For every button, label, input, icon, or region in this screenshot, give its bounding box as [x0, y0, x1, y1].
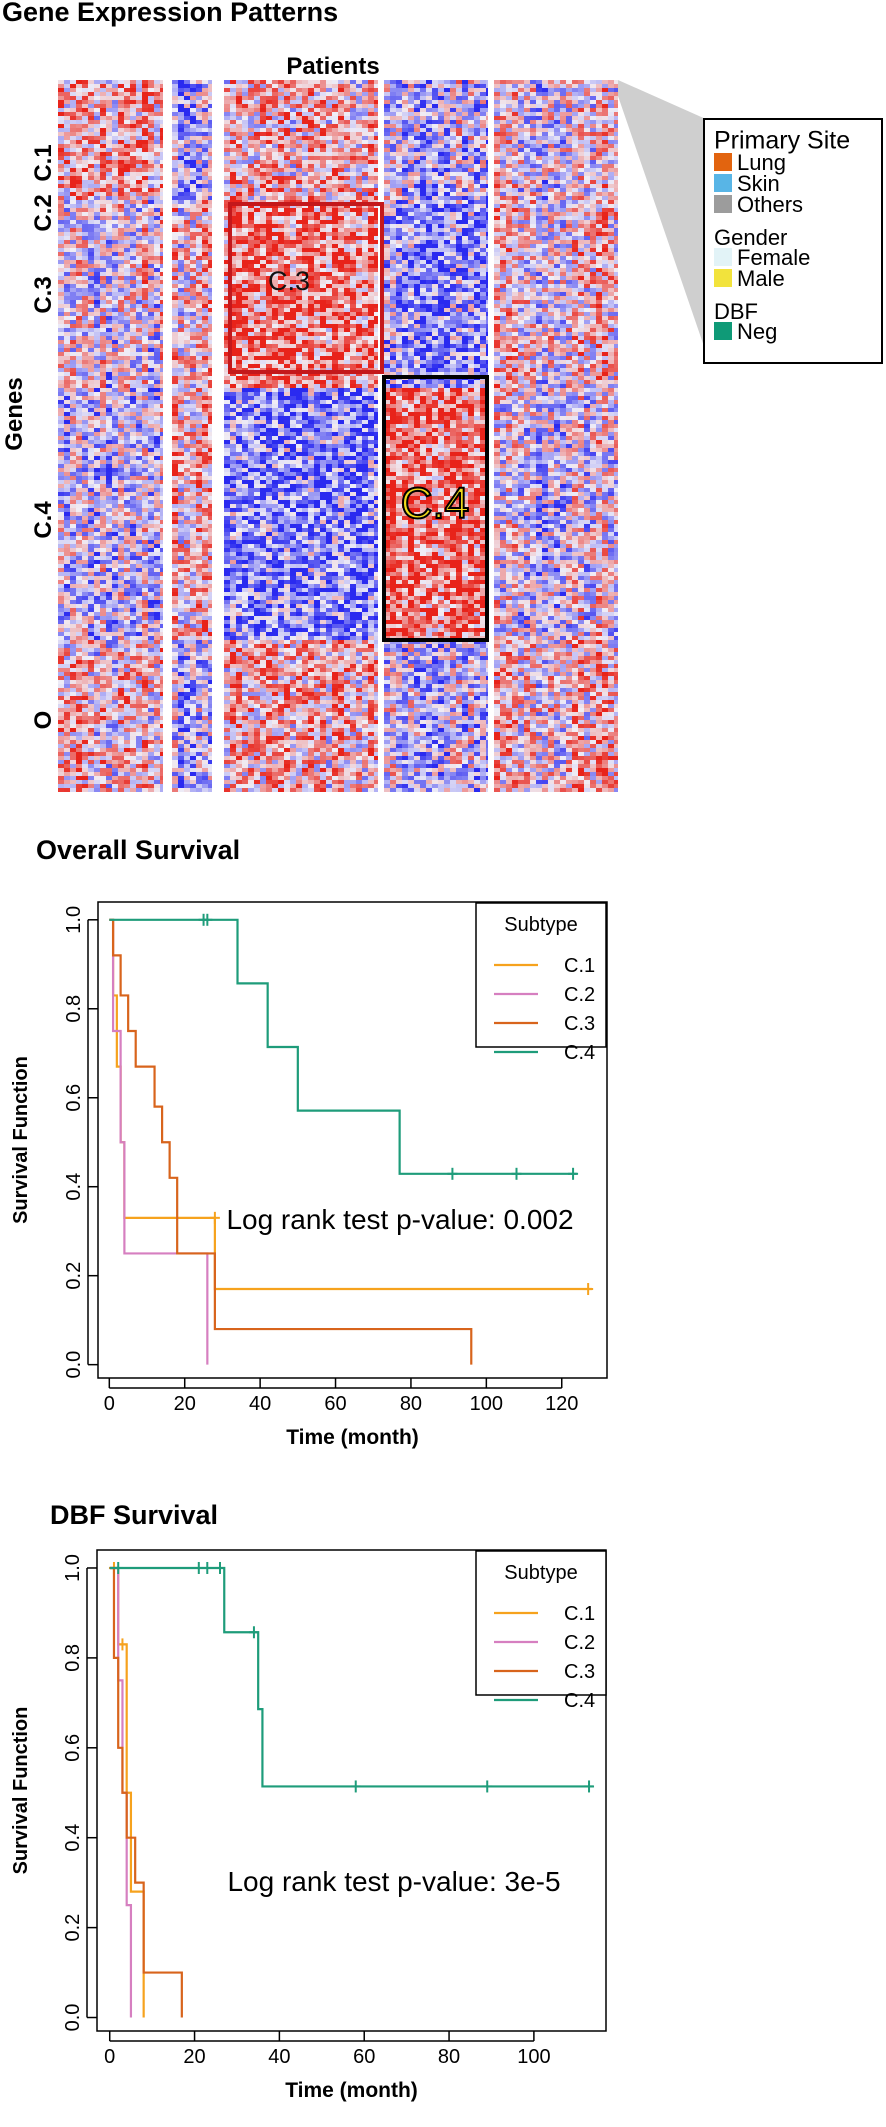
- x-tick-label: 80: [438, 2046, 460, 2068]
- legend-label: C.4: [564, 1042, 595, 1064]
- x-tick-label: 100: [470, 1393, 503, 1415]
- dbf-survival-chart: 0 20 40 60 80 100 0.0 0.2 0.4 0.6 0.8 1.0 Time (mont…: [10, 1549, 607, 2102]
- survival-curve-c4: [109, 918, 577, 1175]
- legend-label: C.1: [564, 1603, 595, 1625]
- dbf-survival-title: DBF Survival: [50, 1500, 219, 1530]
- y-tick-label: 1.0: [63, 906, 85, 934]
- legend-title: Subtype: [504, 1562, 577, 1584]
- row-group-label: C.1: [30, 144, 57, 181]
- x-tick-label: 100: [517, 2046, 550, 2068]
- y-tick-label: 0.6: [62, 1734, 84, 1762]
- y-tick-label: 0.2: [63, 1262, 85, 1290]
- cluster-c4-box: [382, 375, 489, 642]
- x-tick-label: 20: [183, 2046, 205, 2068]
- y-tick-label: 0.4: [62, 1824, 84, 1852]
- x-tick-label: 80: [400, 1393, 422, 1415]
- heatmap-cells: [58, 80, 618, 792]
- x-tick-label: 20: [174, 1393, 196, 1415]
- x-tick-label: 40: [268, 2046, 290, 2068]
- x-axis-title: Time (month): [285, 2079, 418, 2102]
- heatmap-figure: Patients Genes C.1 C.2 C.3 C.4 O C.3 C.4 Pri…: [1, 53, 883, 792]
- y-tick-label: 1.0: [62, 1554, 84, 1582]
- cluster-c3-box: [228, 202, 384, 374]
- y-tick-label: 0.0: [63, 1351, 85, 1379]
- y-tick-label: 0.4: [63, 1173, 85, 1201]
- legend-label: C.1: [564, 955, 595, 977]
- legend-swatch: [714, 322, 732, 340]
- y-tick-label: 0.6: [63, 1084, 85, 1112]
- legend-label: C.3: [564, 1661, 595, 1683]
- y-tick-label: 0.8: [62, 1644, 84, 1672]
- y-tick-label: 0.0: [62, 2004, 84, 2032]
- log-rank-annotation: Log rank test p-value: 3e-5: [227, 1866, 560, 1897]
- legend-swatch: [714, 195, 732, 213]
- row-group-label: C.2: [30, 194, 57, 231]
- x-tick-label: 0: [104, 1393, 115, 1415]
- legend-section-title: Gender: [714, 225, 787, 250]
- x-tick-label: 60: [353, 2046, 375, 2068]
- plot-frame: [96, 1549, 607, 2032]
- y-axis-title: Survival Function: [10, 1056, 32, 1224]
- x-tick-label: 120: [545, 1393, 578, 1415]
- legend-swatch: [714, 174, 732, 192]
- survival-curve-c3: [109, 918, 473, 1365]
- cluster-c3-label: C.3: [268, 266, 310, 296]
- legend-item-label: Skin: [737, 171, 780, 196]
- x-tick-label: 60: [324, 1393, 346, 1415]
- legend-item-label: Female: [737, 245, 810, 270]
- legend-label: C.2: [564, 984, 595, 1006]
- y-axis-title: Survival Function: [10, 1707, 32, 1875]
- log-rank-annotation: Log rank test p-value: 0.002: [226, 1204, 573, 1235]
- x-axis-title: Time (month): [286, 1426, 419, 1449]
- survival-curve-c2: [109, 918, 209, 1365]
- overall-survival-chart: 0 20 40 60 80 100 120 0.0 0.2 0.4 0.6 0.8 1.0 Time (m…: [10, 901, 608, 1449]
- cluster-c4-label: C.4: [401, 479, 469, 528]
- plot-frame: [97, 901, 608, 1379]
- legend-section-title: Primary Site: [714, 127, 850, 155]
- legend-swatch: [714, 248, 732, 266]
- legend-label: C.3: [564, 1013, 595, 1035]
- survival-curve-c4: [109, 1566, 594, 1788]
- x-tick-label: 40: [249, 1393, 271, 1415]
- heatmap-title: Gene Expression Patterns: [2, 0, 339, 27]
- legend-label: C.4: [564, 1690, 595, 1712]
- row-group-label: O: [30, 711, 57, 730]
- legend-title: Subtype: [504, 914, 577, 936]
- legend-swatch: [714, 269, 732, 287]
- heatmap-x-label: Patients: [286, 53, 379, 80]
- legend-item-label: Others: [737, 192, 803, 217]
- row-group-label: C.3: [30, 276, 57, 313]
- legend-item-label: Male: [737, 266, 785, 291]
- heatmap-y-label: Genes: [1, 377, 28, 450]
- x-tick-label: 0: [104, 2046, 115, 2068]
- overall-survival-title: Overall Survival: [36, 835, 241, 865]
- y-tick-label: 0.2: [62, 1914, 84, 1942]
- row-group-label: C.4: [30, 501, 57, 539]
- legend-connector: [618, 80, 708, 358]
- legend-label: C.2: [564, 1632, 595, 1654]
- legend-section-title: DBF: [714, 299, 758, 324]
- legend-swatch: [714, 153, 732, 171]
- y-tick-label: 0.8: [63, 995, 85, 1023]
- survival-curve-c3: [109, 1566, 183, 2018]
- legend-item-label: Neg: [737, 319, 777, 344]
- legend-item-label: Lung: [737, 150, 786, 175]
